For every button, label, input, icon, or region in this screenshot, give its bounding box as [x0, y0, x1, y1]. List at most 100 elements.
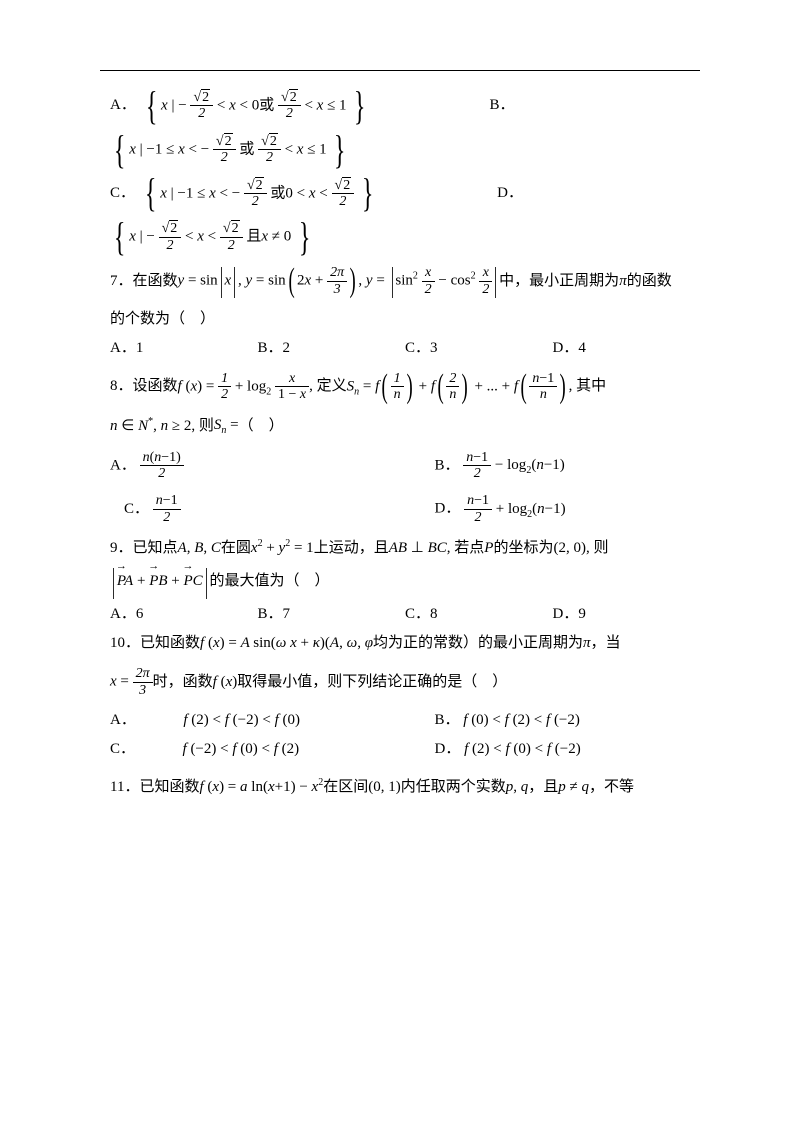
page: A． {x | − 22 < x < 0或 22 < x ≤ 1 } B． {x… — [0, 0, 800, 1132]
q9-options: A．6 B．7 C．8 D．9 — [110, 604, 700, 625]
q10-d-label: D． — [435, 741, 461, 757]
q6-b-label: B． — [490, 95, 515, 116]
q8-stem-a: 设函数 — [133, 376, 178, 397]
q10-c-label: C． — [110, 741, 135, 757]
q8-stem-b: , 定义 — [309, 376, 347, 397]
q7-funcs: y = sin|x|, y = sin(2x + 2π3), y = |sin2… — [178, 265, 500, 297]
q8-opt-b: B． n−12 − log2(n−1) — [435, 450, 565, 482]
q9-b: 在圆 — [221, 538, 251, 559]
q10-pi: π — [583, 633, 591, 654]
q7-stem-b: 中，最小正周期为 — [499, 271, 619, 292]
q11-interval: (0, 1) — [368, 777, 401, 798]
q7-options: A．1 B．2 C．3 D．4 — [110, 338, 700, 359]
q7-opt-a: A．1 — [110, 338, 258, 359]
q6-b-expr-line: {x | −1 ≤ x < − 22 或 22 < x ≤ 1 } — [110, 134, 700, 166]
q8-cond-tail: , 则 — [191, 416, 214, 437]
q10-fx: f (x) — [213, 672, 238, 693]
q8-cond: n ∈ N*, n ≥ 2 — [110, 415, 191, 437]
q8-row-ab: A． n(n−1)2 B． n−12 − log2(n−1) — [110, 450, 700, 482]
q11-d: ，且 — [528, 777, 558, 798]
q10-opt-b: B． f (0) < f (2) < f (−2) — [435, 710, 580, 731]
q10-b: ，当 — [591, 633, 621, 654]
q7-opt-b: B．2 — [258, 338, 406, 359]
q8-sdef: Sn = f(1n) + f(2n) + ... + f(n−1n) — [347, 371, 569, 403]
q10-vars: A, ω, φ — [330, 633, 373, 654]
q6-row-cd: C． {x | −1 ≤ x < − 22 或0 < x < 22 } D． — [110, 178, 700, 210]
q9-num: 9． — [110, 538, 133, 559]
q9-a: 已知点 — [133, 538, 178, 559]
q7-c-val: 3 — [430, 340, 438, 356]
q6-d-label: D． — [497, 183, 523, 204]
q7-d-label: D． — [553, 340, 579, 356]
q8-c-expr: n−12 — [153, 501, 181, 517]
q10-num: 10． — [110, 633, 140, 654]
q11-num: 11． — [110, 777, 139, 798]
q8-sn: Sn = — [214, 415, 239, 438]
q8-opt-c: C． n−12 — [110, 493, 435, 525]
q9-b-label: B． — [258, 606, 283, 622]
q10-row-cd: C． f (−2) < f (0) < f (2) D． f (2) < f (… — [110, 739, 700, 760]
q6-c-expr: {x | −1 ≤ x < − 22 或0 < x < 22 } — [141, 178, 377, 210]
q9-d-val: 9 — [578, 606, 586, 622]
q9-perp: AB ⊥ BC — [389, 538, 447, 559]
q10-opt-d: D． f (2) < f (0) < f (−2) — [435, 739, 581, 760]
q9-e: 的坐标为 — [493, 538, 553, 559]
q9-opt-d: D．9 — [553, 604, 701, 625]
q9-circle: x2 + y2 = 1 — [251, 537, 314, 559]
q10-b-label: B． — [435, 712, 460, 728]
q10-c-expr: f (−2) < f (0) < f (2) — [183, 741, 300, 757]
q10-d: 取得最小值，则下列结论正确的是（ ） — [237, 672, 507, 693]
q8-opt-d: D． n−12 + log2(n−1) — [435, 493, 566, 525]
q9-pcoord: (2, 0) — [553, 538, 586, 559]
q8-row-cd: C． n−12 D． n−12 + log2(n−1) — [110, 493, 700, 525]
q9-stem-1: 9． 已知点 A, B, C 在圆 x2 + y2 = 1 上运动，且 AB ⊥… — [110, 537, 700, 559]
q11-neq: p ≠ q — [558, 777, 589, 798]
q10-opt-a: A． f (2) < f (−2) < f (0) — [110, 710, 435, 731]
q8-c-label: C． — [124, 501, 149, 517]
q10-row-ab: A． f (2) < f (−2) < f (0) B． f (0) < f (… — [110, 710, 700, 731]
q8-fdef: f (x) = 12 + log2 x1 − x — [178, 371, 310, 403]
q6-b-expr: {x | −1 ≤ x < − 22 或 22 < x ≤ 1 } — [110, 134, 350, 166]
q10-a-label: A． — [110, 712, 136, 728]
q9-f: , 则 — [586, 538, 609, 559]
q11-e: ，不等 — [589, 777, 634, 798]
q10-b-expr: f (0) < f (2) < f (−2) — [463, 712, 580, 728]
q9-opt-b: B．7 — [258, 604, 406, 625]
q7-d-val: 4 — [578, 340, 586, 356]
q11-c: 内任取两个实数 — [401, 777, 506, 798]
content: A． {x | − 22 < x < 0或 22 < x ≤ 1 } B． {x… — [110, 90, 700, 798]
q9-opt-c: C．8 — [405, 604, 553, 625]
q9-c: 上运动，且 — [314, 538, 389, 559]
q7-opt-d: D．4 — [553, 338, 701, 359]
q8-a-label: A． — [110, 457, 136, 473]
q8-d-label: D． — [435, 501, 461, 517]
q7-b-val: 2 — [283, 340, 291, 356]
q8-b-label: B． — [435, 457, 460, 473]
q7-tail-text: 的个数为（ ） — [110, 309, 215, 330]
q7-a-label: A． — [110, 340, 136, 356]
q6-d-expr-line: {x | − 22 < x < 22 且x ≠ 0 } — [110, 221, 700, 253]
q10-stem-2: x = 2π3 时，函数 f (x) 取得最小值，则下列结论正确的是（ ） — [110, 666, 700, 698]
q6-d-expr: {x | − 22 < x < 22 且x ≠ 0 } — [110, 221, 314, 253]
q8-b-expr: n−12 − log2(n−1) — [463, 457, 565, 473]
top-rule — [100, 70, 700, 71]
q11-pq: p, q — [506, 777, 529, 798]
q8-num: 8． — [110, 376, 133, 397]
q10-c: 时，函数 — [153, 672, 213, 693]
q7-b-label: B． — [258, 340, 283, 356]
q6-c-label: C． — [110, 183, 135, 204]
q7-pi: π — [619, 271, 627, 292]
q6-a-label: A． — [110, 95, 136, 116]
q9-opt-a: A．6 — [110, 604, 258, 625]
q9-p: P — [484, 538, 493, 559]
q6-a-expr: {x | − 22 < x < 0或 22 < x ≤ 1 } — [142, 90, 370, 122]
q9-pts: A, B, C — [178, 538, 221, 559]
q7-stem-a: 在函数 — [133, 271, 178, 292]
q9-a-label: A． — [110, 606, 136, 622]
q7-tail: 的个数为（ ） — [110, 309, 700, 330]
q7-a-val: 1 — [136, 340, 144, 356]
q11-a: 已知函数 — [139, 777, 199, 798]
q9-a-val: 6 — [136, 606, 144, 622]
q8-stem-2: n ∈ N*, n ≥ 2 , 则 Sn = （ ） — [110, 415, 700, 438]
q8-d-expr: n−12 + log2(n−1) — [464, 501, 566, 517]
